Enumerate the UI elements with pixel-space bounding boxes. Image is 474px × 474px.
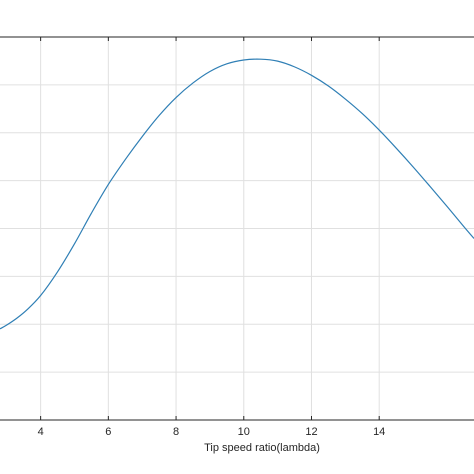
series-layer	[0, 58, 474, 330]
x-tick-labels: 4 6 8 10 12 14	[38, 426, 386, 438]
x-tick-label: 4	[38, 426, 44, 438]
x-tick-label: 8	[173, 426, 179, 438]
x-tick-label: 14	[373, 426, 385, 438]
y-gridlines	[0, 84, 474, 373]
x-tick-label: 10	[238, 426, 250, 438]
axes	[0, 36, 474, 421]
x-tick-label: 12	[305, 426, 317, 438]
x-axis-label: Tip speed ratio(lambda)	[204, 442, 320, 454]
series-line-0	[0, 58, 474, 330]
x-tick-label: 6	[105, 426, 111, 438]
x-gridlines	[40, 37, 380, 420]
